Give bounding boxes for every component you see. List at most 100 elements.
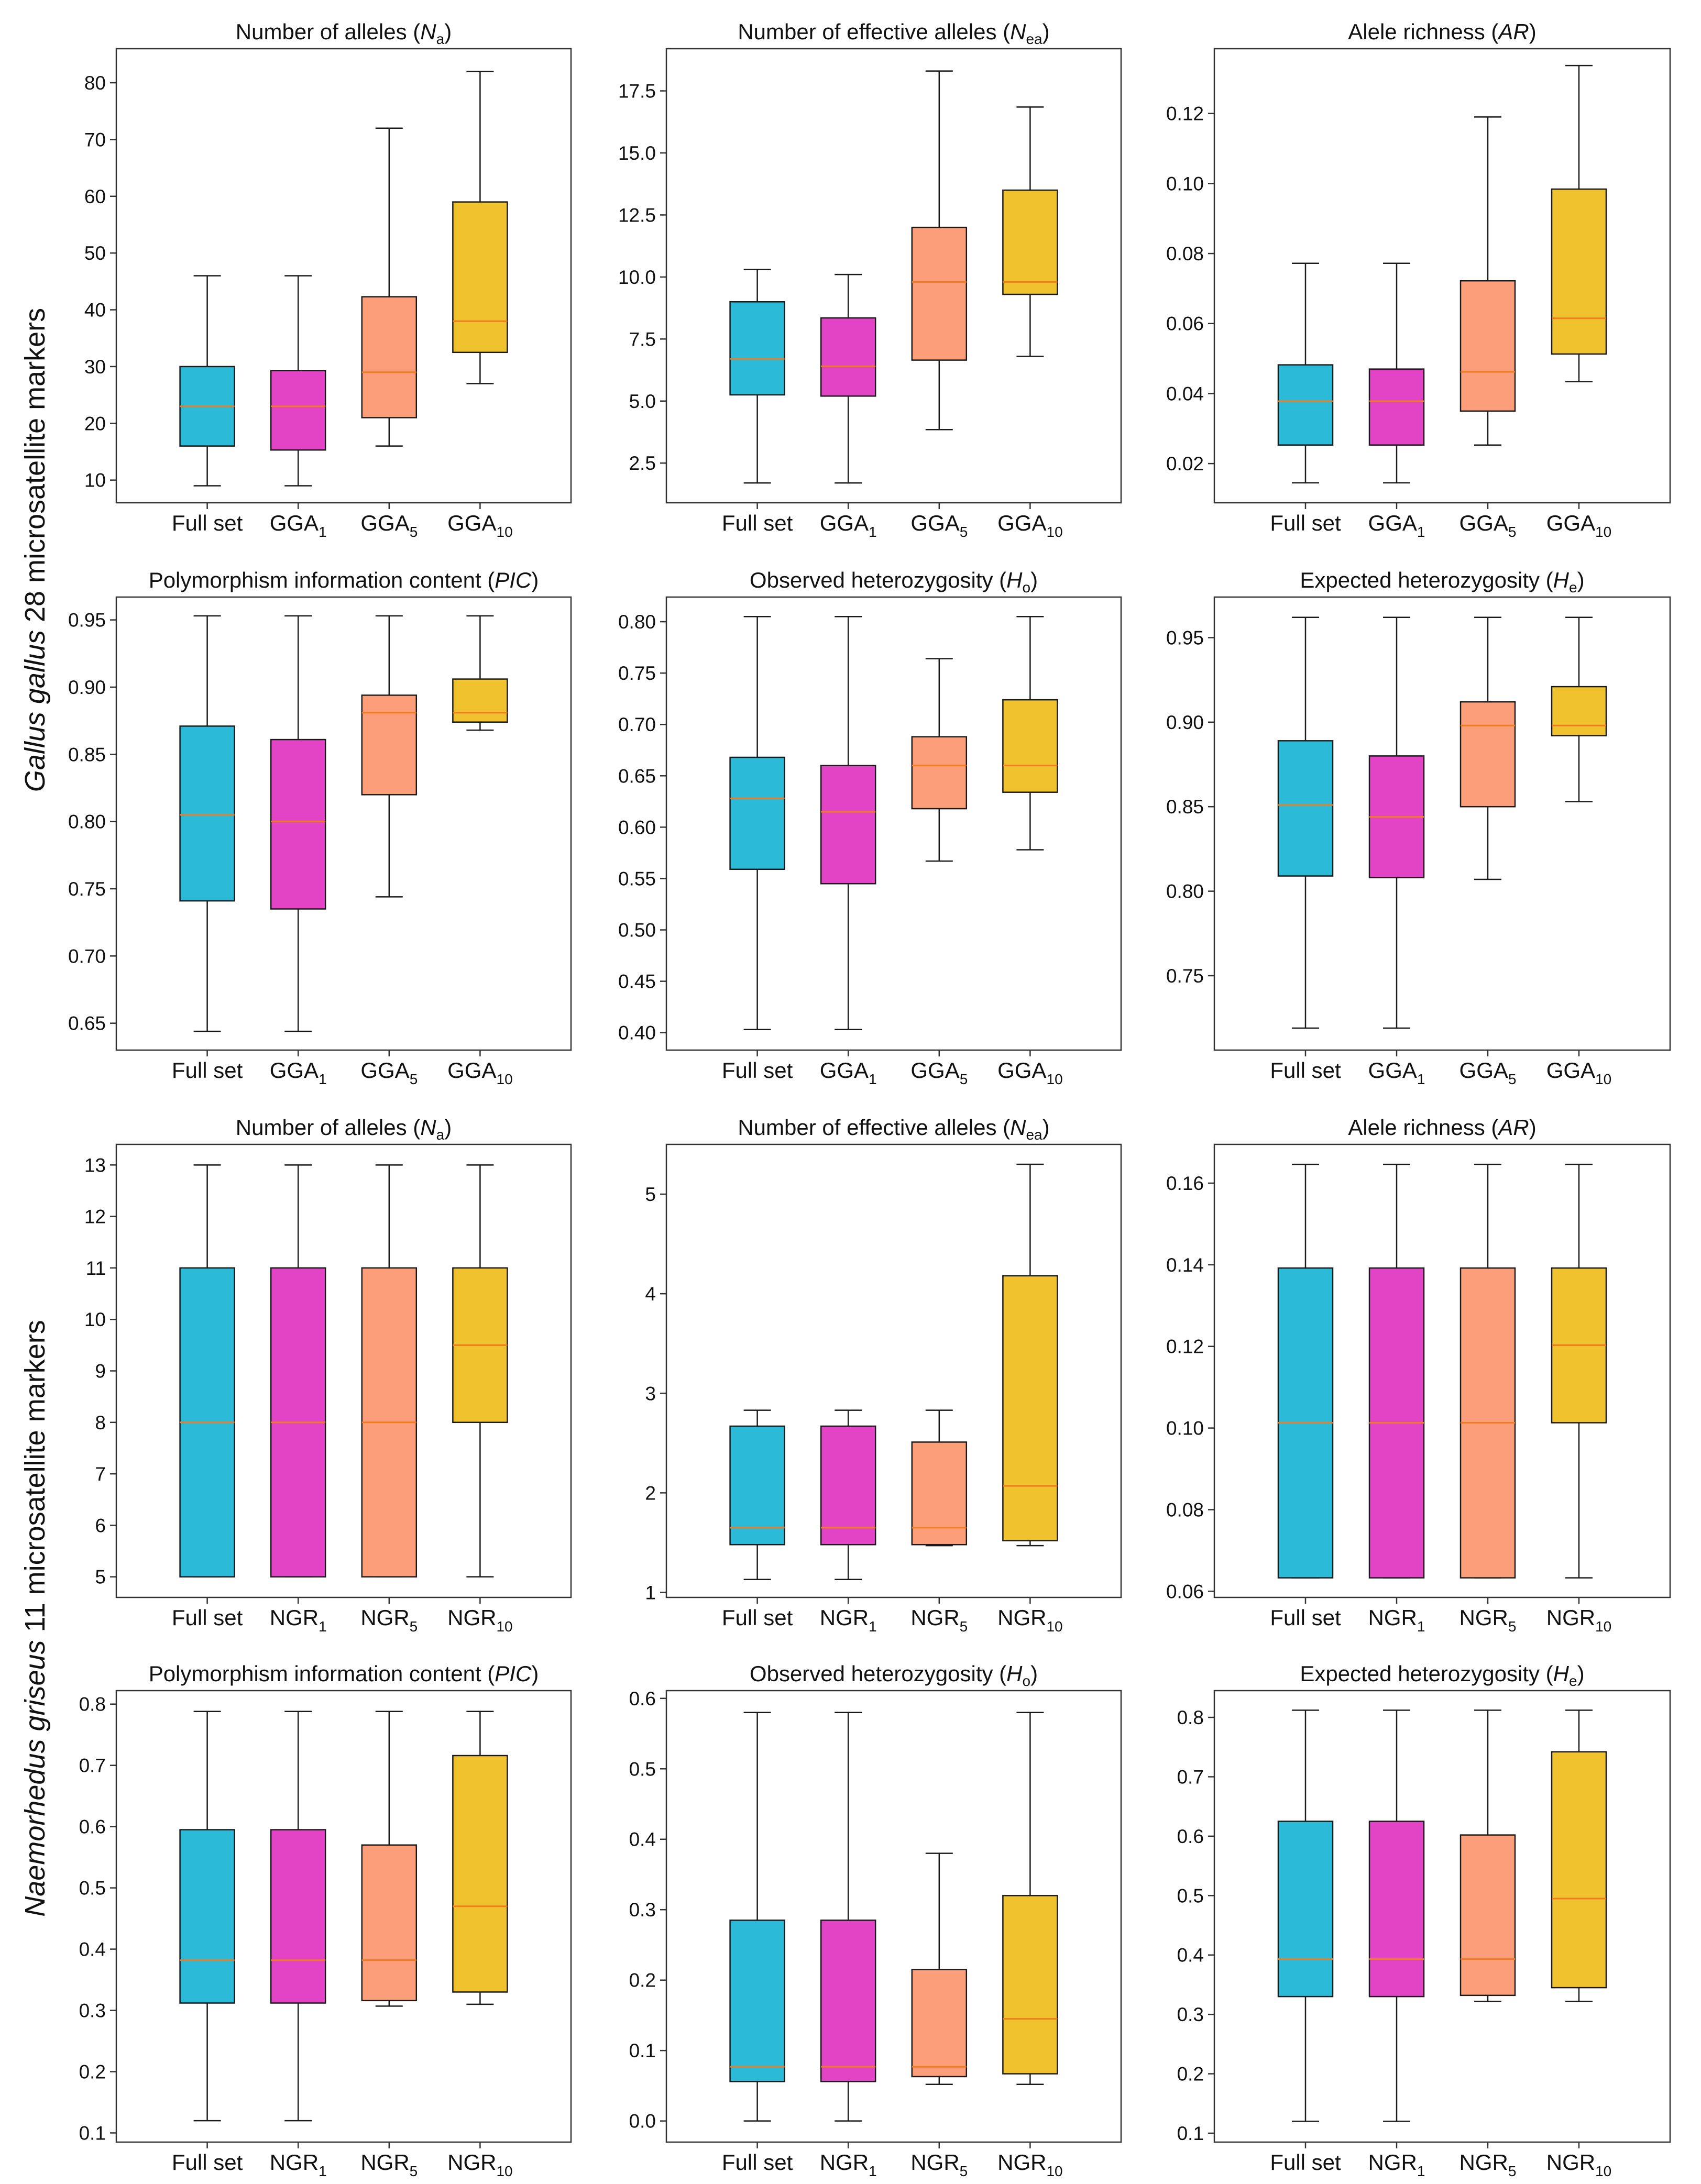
x-tick-label: Full set [172, 1058, 243, 1083]
y-tick-label: 0.4 [1177, 1945, 1204, 1966]
y-tick-label: 0.55 [618, 868, 656, 889]
category-subscript: 10 [1046, 2163, 1062, 2179]
title-subscript: e [1569, 579, 1577, 595]
x-tick-label: NGR5 [360, 1605, 418, 1635]
y-tick-label: 0.3 [79, 2000, 106, 2022]
title-text: Expected heterozygosity ( [1300, 1661, 1553, 1686]
x-tick-label: Full set [1270, 511, 1341, 535]
category-subscript: 10 [1595, 524, 1611, 540]
iqr-box [1551, 1751, 1607, 1989]
y-tick-label: 7 [95, 1463, 106, 1485]
title-text-end: ) [1030, 1661, 1038, 1686]
category-name: NGR [1368, 1605, 1417, 1630]
category-subscript: 10 [1046, 1618, 1062, 1635]
title-text-end: ) [1529, 1115, 1537, 1140]
title-symbol: PIC [495, 568, 532, 592]
category-name: GGA [1459, 1058, 1508, 1083]
plot-frame [115, 1143, 572, 1598]
y-tick-label: 20 [84, 413, 106, 434]
y-tick-label: 12 [84, 1206, 106, 1228]
category-name: Full set [722, 2150, 793, 2175]
x-tick-label: Full set [1270, 1605, 1341, 1630]
x-tick-label: Full set [172, 1605, 243, 1630]
category-subscript: 5 [1508, 1618, 1517, 1635]
title-subscript: ea [1026, 31, 1042, 47]
panel-12: Expected heterozygosity (He) 0.1 0.2 0.3 0.4… [1177, 1661, 1671, 2179]
category-name: NGR [997, 2150, 1046, 2175]
iqr-box [361, 1844, 418, 2002]
x-tick-label: GGA5 [360, 1058, 418, 1087]
y-tick-label: 0.75 [618, 663, 656, 684]
iqr-box [1277, 364, 1334, 446]
category-name: NGR [910, 2150, 959, 2175]
y-tick-label: 0.06 [1166, 313, 1204, 335]
title-text-end: ) [531, 1661, 539, 1686]
category-subscript: 10 [1595, 1618, 1611, 1635]
panel-title: Polymorphism information content (PIC) [149, 568, 539, 592]
panel-title: Observed heterozygosity (Ho) [750, 568, 1038, 595]
category-subscript: 5 [410, 2163, 418, 2179]
x-tick-label: NGR10 [997, 1605, 1062, 1635]
y-tick-label: 0.85 [1166, 796, 1204, 818]
y-tick-label: 0.8 [1177, 1707, 1204, 1728]
x-tick-label: Full set [722, 1605, 793, 1630]
category-subscript: 1 [869, 2163, 877, 2179]
iqr-box [911, 1441, 968, 1546]
y-tick-label: 0.7 [1177, 1766, 1204, 1788]
box-4 [1551, 616, 1607, 802]
category-subscript: 5 [410, 524, 418, 540]
row-label-bottom: Naemorhedus griseus 11 microsatellite ma… [19, 1320, 51, 1916]
y-tick-label: 0.90 [68, 677, 106, 698]
iqr-box [1459, 280, 1516, 412]
x-tick-label: NGR1 [1368, 2150, 1425, 2179]
iqr-box [1002, 699, 1058, 793]
y-tick-label: 0.1 [79, 2122, 106, 2144]
title-text: Alele richness ( [1348, 19, 1498, 44]
y-tick-label: 50 [84, 242, 106, 264]
title-text: Observed heterozygosity ( [750, 1661, 1006, 1686]
y-tick-label: 0.80 [1166, 881, 1204, 902]
y-tick-label: 0.80 [618, 611, 656, 633]
y-tick-label: 0.6 [629, 1688, 656, 1709]
y-tick-label: 0.75 [1166, 965, 1204, 987]
title-text-end: ) [1042, 1115, 1050, 1140]
box-4 [452, 71, 508, 384]
x-tick-label: GGA1 [820, 511, 877, 540]
y-tick-label: 0.60 [618, 817, 656, 838]
box-2 [1368, 1163, 1425, 1579]
category-name: Full set [172, 511, 243, 535]
box-4 [452, 1711, 508, 2005]
category-subscript: 10 [1595, 2163, 1611, 2179]
panel-title: Number of effective alleles (Nea) [738, 19, 1049, 47]
category-subscript: 1 [319, 2163, 327, 2179]
y-tick-label: 0.04 [1166, 383, 1204, 404]
y-tick-label: 0.5 [1177, 1885, 1204, 1906]
y-tick-label: 2 [645, 1482, 656, 1504]
box-2 [820, 1712, 876, 2122]
y-tick-label: 0.3 [629, 1899, 656, 1921]
category-subscript: 5 [960, 524, 968, 540]
category-subscript: 5 [960, 1071, 968, 1087]
category-name: GGA [1546, 511, 1595, 535]
iqr-box [729, 756, 785, 870]
box-4 [1002, 1712, 1058, 2085]
y-tick-label: 13 [84, 1154, 106, 1176]
x-tick-label: NGR5 [1459, 2150, 1517, 2179]
box-2 [270, 275, 326, 487]
category-subscript: 1 [869, 1071, 877, 1087]
title-text: Observed heterozygosity ( [750, 568, 1006, 592]
y-tick-label: 1 [645, 1582, 656, 1603]
title-symbol: H [1006, 568, 1023, 592]
title-symbol: PIC [495, 1661, 532, 1686]
x-tick-label: NGR10 [997, 2150, 1062, 2179]
x-tick-label: Full set [172, 2150, 243, 2175]
box-3 [361, 615, 418, 898]
y-tick-label: 8 [95, 1412, 106, 1433]
panel-8: Number of effective alleles (Nea) 1 2 3 4 5 Fu… [645, 1115, 1122, 1635]
category-name: GGA [360, 1058, 409, 1083]
title-text: Number of alleles ( [236, 1115, 420, 1140]
x-tick-label: NGR1 [1368, 1605, 1425, 1635]
title-symbol: AR [1497, 1115, 1529, 1140]
plot-frame [665, 48, 1122, 504]
y-tick-label: 80 [84, 72, 106, 94]
